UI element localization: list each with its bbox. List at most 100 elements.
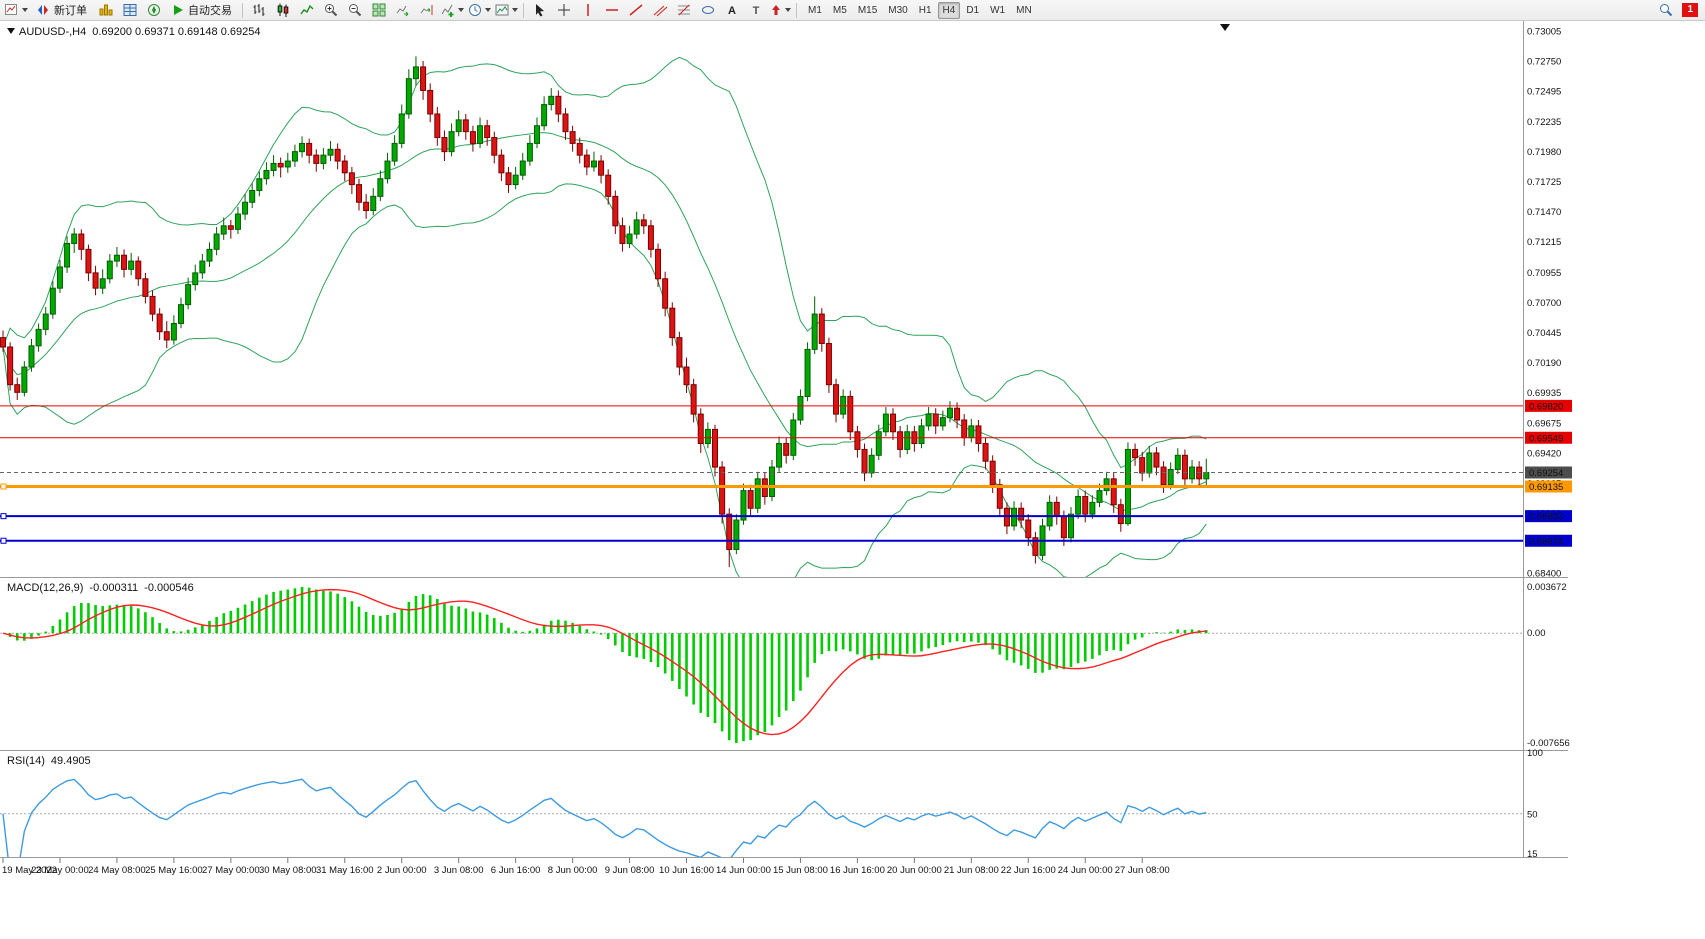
- candle[interactable]: [427, 83, 434, 123]
- candle[interactable]: [28, 338, 35, 372]
- candlestick-chart-button[interactable]: [271, 0, 294, 20]
- candle[interactable]: [327, 141, 334, 162]
- candle[interactable]: [412, 56, 419, 86]
- tile-windows-button[interactable]: [367, 0, 390, 20]
- vertical-line-button[interactable]: [576, 0, 599, 20]
- candle[interactable]: [605, 169, 612, 205]
- candle[interactable]: [946, 401, 953, 423]
- candle[interactable]: [683, 357, 690, 393]
- timeframe-m5[interactable]: M5: [832, 4, 847, 16]
- shapes-button[interactable]: [696, 0, 719, 20]
- candle[interactable]: [227, 219, 234, 239]
- candle[interactable]: [313, 149, 320, 172]
- candle[interactable]: [377, 170, 384, 202]
- new-order-button[interactable]: 新订单: [30, 0, 93, 20]
- candle[interactable]: [740, 483, 747, 525]
- timeframe-h4[interactable]: H4: [937, 1, 961, 19]
- candle[interactable]: [541, 96, 548, 131]
- candle[interactable]: [270, 155, 277, 177]
- periods-button[interactable]: [466, 0, 492, 20]
- candle[interactable]: [662, 271, 669, 317]
- line-chart-button[interactable]: [295, 0, 318, 20]
- timeframe-mn[interactable]: MN: [1016, 4, 1032, 16]
- candle[interactable]: [747, 484, 754, 517]
- candle[interactable]: [761, 472, 768, 505]
- rsi-axis[interactable]: 100 50 15: [1527, 748, 1543, 860]
- candle[interactable]: [519, 152, 526, 180]
- candle[interactable]: [697, 408, 704, 453]
- candle[interactable]: [768, 460, 775, 502]
- bollinger-upper-band[interactable]: [2, 56, 1207, 469]
- candle[interactable]: [719, 461, 726, 524]
- candle[interactable]: [534, 117, 540, 149]
- candle[interactable]: [498, 149, 505, 182]
- candle[interactable]: [1110, 472, 1117, 513]
- candle[interactable]: [405, 69, 412, 119]
- data-window-button[interactable]: [118, 0, 141, 20]
- candle[interactable]: [284, 152, 291, 173]
- candle[interactable]: [149, 290, 156, 322]
- line-handle[interactable]: [0, 513, 7, 520]
- candle[interactable]: [776, 436, 783, 472]
- candle[interactable]: [420, 61, 427, 100]
- candle[interactable]: [825, 337, 832, 393]
- candle[interactable]: [897, 425, 904, 458]
- candle[interactable]: [477, 117, 484, 149]
- candle[interactable]: [1174, 448, 1181, 475]
- candle[interactable]: [113, 246, 120, 267]
- chart-shift-button[interactable]: [415, 0, 438, 20]
- candle[interactable]: [1032, 531, 1039, 564]
- candle[interactable]: [1124, 442, 1131, 526]
- trendline-button[interactable]: [624, 0, 647, 20]
- candle[interactable]: [156, 308, 163, 340]
- candle[interactable]: [890, 408, 896, 441]
- candle[interactable]: [1068, 507, 1074, 543]
- candle[interactable]: [7, 342, 14, 391]
- bollinger-lower-band[interactable]: [2, 183, 1207, 612]
- timeframe-m1[interactable]: M1: [808, 4, 822, 16]
- timeframe-h1[interactable]: H1: [918, 4, 932, 16]
- candle[interactable]: [590, 151, 597, 172]
- candle[interactable]: [384, 152, 391, 184]
- candle[interactable]: [598, 155, 605, 184]
- candle[interactable]: [840, 389, 847, 419]
- candle[interactable]: [818, 308, 825, 352]
- templates-button[interactable]: [493, 0, 519, 20]
- candle[interactable]: [64, 236, 71, 273]
- price-axis[interactable]: 0.73005 0.72750 0.72495 0.72235 0.71980 0.717…: [1527, 27, 1561, 580]
- candle[interactable]: [783, 437, 790, 464]
- candle[interactable]: [135, 256, 142, 286]
- candle[interactable]: [320, 148, 327, 170]
- candle[interactable]: [505, 166, 512, 193]
- candle[interactable]: [42, 307, 49, 336]
- candle[interactable]: [918, 418, 925, 449]
- candle[interactable]: [733, 514, 740, 555]
- candle[interactable]: [847, 390, 854, 441]
- candle[interactable]: [484, 119, 491, 146]
- candle[interactable]: [797, 389, 804, 425]
- candle[interactable]: [704, 422, 711, 449]
- candle[interactable]: [1103, 471, 1110, 496]
- candle[interactable]: [875, 424, 882, 461]
- candle[interactable]: [1075, 489, 1082, 519]
- candle[interactable]: [612, 190, 619, 235]
- candle[interactable]: [306, 138, 313, 164]
- candle[interactable]: [291, 144, 298, 167]
- candle[interactable]: [370, 188, 377, 216]
- candle[interactable]: [1139, 451, 1146, 482]
- candle[interactable]: [548, 88, 555, 111]
- candle[interactable]: [1082, 490, 1089, 523]
- candle[interactable]: [334, 143, 341, 170]
- candle[interactable]: [1053, 496, 1060, 525]
- text-tool-button[interactable]: A: [720, 0, 743, 20]
- rsi-panel[interactable]: [0, 778, 1523, 875]
- horizontal-line-button[interactable]: [600, 0, 623, 20]
- candle[interactable]: [939, 410, 946, 431]
- candle[interactable]: [1039, 518, 1046, 561]
- candle[interactable]: [206, 242, 213, 267]
- arrows-button[interactable]: [768, 0, 792, 20]
- candle[interactable]: [56, 259, 63, 293]
- bollinger-middle-band[interactable]: [2, 132, 1207, 511]
- candle[interactable]: [804, 342, 811, 402]
- candle[interactable]: [128, 252, 135, 276]
